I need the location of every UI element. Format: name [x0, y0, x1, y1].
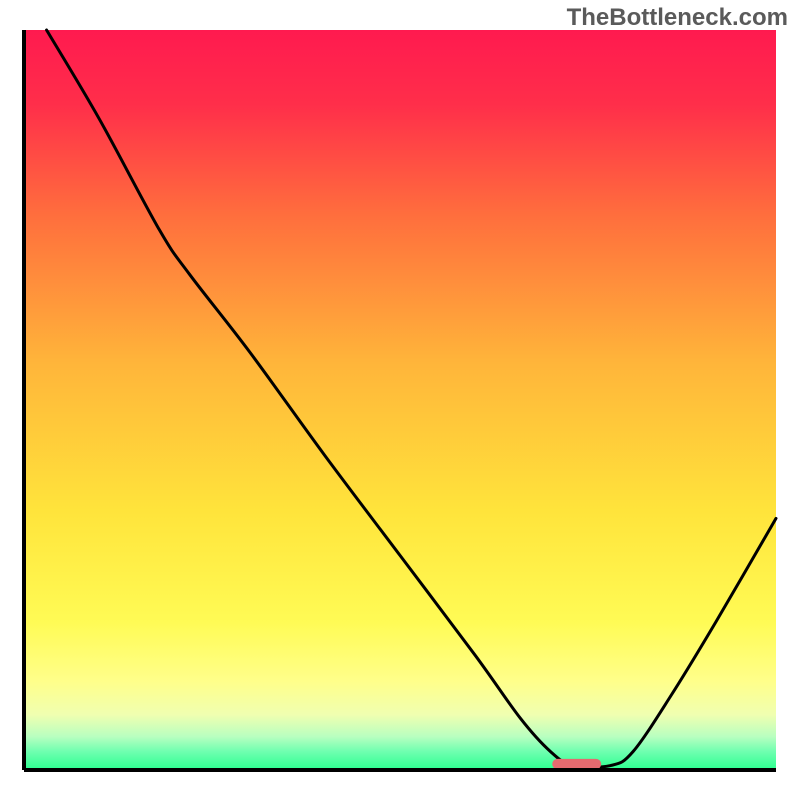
chart-background — [24, 30, 776, 770]
watermark-label: TheBottleneck.com — [567, 4, 788, 32]
optimal-range-marker — [552, 759, 601, 769]
chart-svg — [0, 0, 800, 800]
bottleneck-chart: TheBottleneck.com — [0, 0, 800, 800]
